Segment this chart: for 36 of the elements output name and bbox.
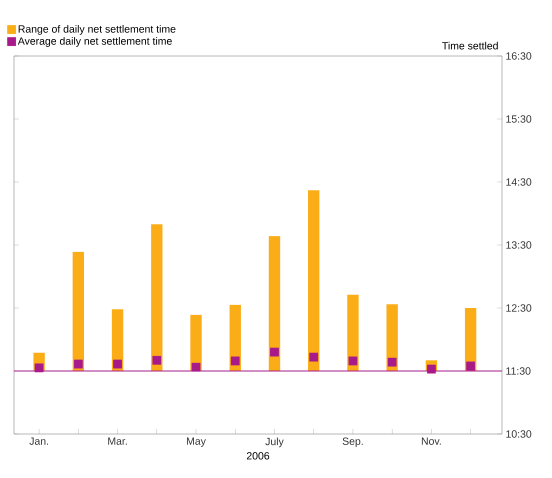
x-tick-label: Jan.: [29, 438, 48, 445]
point: [466, 362, 476, 370]
point: [34, 363, 44, 372]
bar: [268, 236, 280, 371]
point: [348, 356, 358, 366]
point: [192, 362, 200, 372]
bar: [151, 224, 162, 371]
x-tick-label: Sep.: [342, 438, 363, 447]
y-tick-label: 11:30: [506, 367, 531, 375]
bar: [347, 294, 359, 371]
point: [309, 352, 318, 362]
point: [426, 364, 436, 374]
x-tick-label: Nov.: [422, 438, 441, 445]
point: [152, 356, 162, 365]
y-axis-title: Time settled: [442, 42, 498, 50]
y-tick-label: 15:30: [506, 115, 532, 123]
x-tick-label: May: [187, 438, 206, 447]
bar: [386, 304, 398, 371]
bar: [112, 309, 124, 371]
point: [74, 360, 83, 368]
x-tick-label: July: [265, 438, 284, 448]
y-tick-label: 12:30: [506, 304, 532, 312]
y-tick-label: 16:30: [506, 52, 532, 60]
point: [388, 358, 397, 367]
legend-label: Average daily net settlement time: [18, 37, 172, 47]
y-tick-label: 14:30: [506, 178, 532, 186]
bar: [72, 252, 84, 371]
point: [270, 348, 279, 356]
x-tick-label: Mar.: [108, 438, 127, 445]
x-axis-title: 2006: [246, 452, 270, 460]
y-tick-label: 13:30: [506, 241, 532, 249]
legend-label: Range of daily net settlement time: [18, 25, 176, 35]
point: [230, 356, 240, 366]
y-tick-label: 10:30: [506, 430, 532, 438]
bar: [308, 190, 320, 371]
point: [113, 360, 122, 368]
